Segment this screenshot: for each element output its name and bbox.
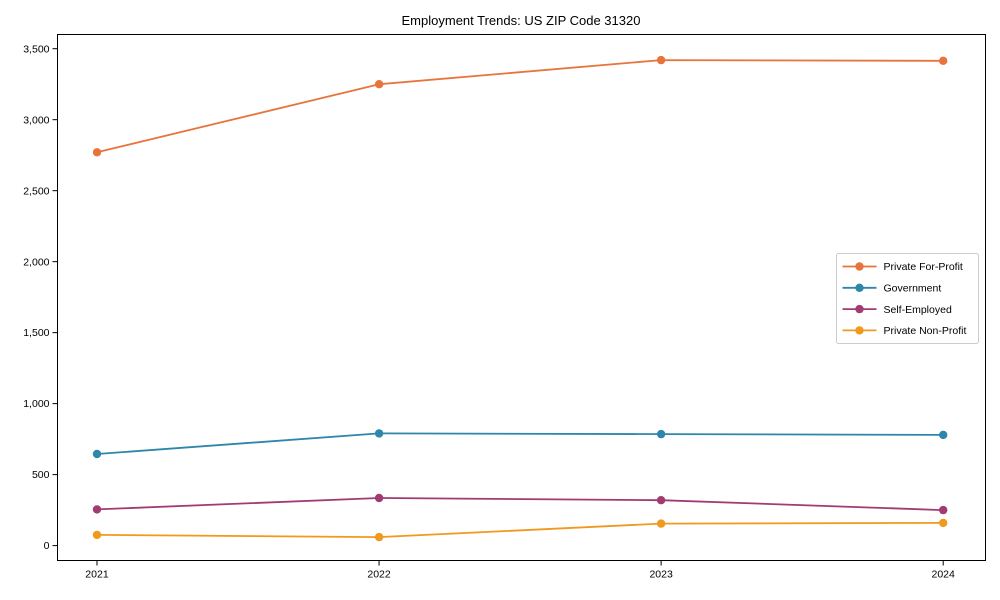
x-axis-tick-label: 2024 [932,569,956,581]
data-point-self-employed [92,505,102,514]
data-point-private-for-profit [656,55,666,65]
legend-marker-private-for-profit [855,262,864,271]
series-line-private-non-profit [96,522,945,538]
y-axis-tick-label: 0 [44,540,50,552]
data-point-private-for-profit [374,80,384,89]
data-point-private-non-profit [656,519,666,528]
y-axis-tick-label: 1,000 [23,398,49,410]
series-government [92,429,948,459]
series-private-non-profit [92,518,948,542]
legend-label-private-non-profit: Private Non-Profit [884,325,967,337]
y-axis-tick-label: 3,000 [23,114,49,126]
data-point-government [939,430,948,440]
series-line-private-for-profit [96,59,945,154]
data-point-government [374,429,384,438]
data-point-government [92,449,102,459]
series-private-for-profit [92,55,948,157]
legend: Private For-Profit Government Self-Employe… [836,253,979,344]
legend-label-private-for-profit: Private For-Profit [884,261,963,273]
legend-label-self-employed: Self-Employed [884,304,952,316]
x-axis: 2021 2022 2023 2024 [85,560,956,581]
y-axis: 0 500 1,000 1,500 2,000 2,500 3,000 3,500 [23,43,58,552]
data-point-private-for-profit [939,56,948,65]
legend-box [836,253,979,344]
data-point-self-employed [374,493,384,503]
series-line-government [96,432,945,455]
series-line-self-employed [96,497,945,511]
data-point-private-non-profit [92,530,102,540]
data-point-private-non-profit [939,518,948,528]
y-axis-tick-label: 500 [32,469,50,481]
legend-item-private-for-profit: Private For-Profit [842,261,963,273]
y-axis-tick-label: 2,000 [23,256,49,268]
plot-frame [57,34,986,561]
series-self-employed [92,493,948,515]
legend-item-self-employed: Self-Employed [842,304,952,316]
x-axis-tick-label: 2023 [649,569,673,581]
y-axis-tick-label: 1,500 [23,327,49,339]
data-point-self-employed [656,496,666,505]
y-axis-tick-label: 3,500 [23,43,49,55]
legend-item-government: Government [842,283,942,295]
legend-label-government: Government [884,283,942,295]
legend-marker-self-employed [855,304,864,314]
x-axis-tick-label: 2021 [85,569,109,581]
chart-title: Employment Trends: US ZIP Code 31320 [402,13,641,28]
x-axis-tick-label: 2022 [367,569,391,581]
data-point-private-non-profit [374,532,384,542]
y-axis-tick-label: 2,500 [23,185,49,197]
data-point-government [656,429,666,439]
data-point-self-employed [939,505,948,515]
legend-marker-government [855,283,864,292]
data-point-private-for-profit [92,148,102,157]
legend-item-private-non-profit: Private Non-Profit [842,325,967,337]
legend-marker-private-non-profit [855,326,864,335]
